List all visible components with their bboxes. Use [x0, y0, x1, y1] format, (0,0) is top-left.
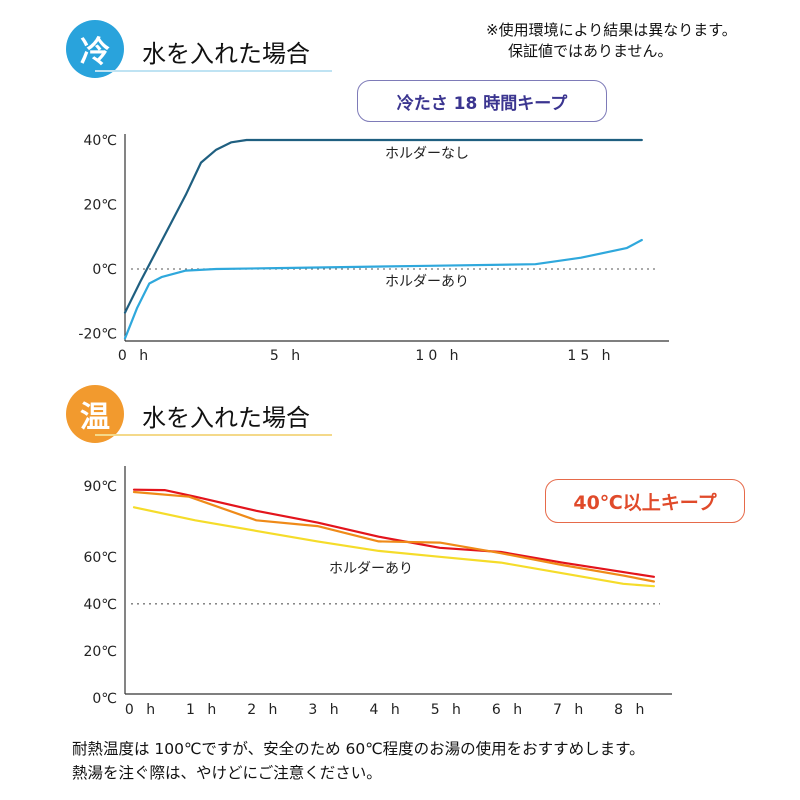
x-tick-label: 5 h: [270, 348, 304, 364]
series-line-2: [132, 490, 656, 583]
x-tick-label: 0 h: [118, 348, 152, 364]
x-tick-label: 7 h: [553, 702, 587, 718]
y-tick-label: 0℃: [92, 691, 117, 707]
series-line-2: [123, 238, 643, 340]
y-tick-label: 20℃: [83, 198, 117, 214]
x-tick-label: 4 h: [370, 702, 404, 718]
disclaimer-line-1: ※使用環境により結果は異なります。: [486, 21, 737, 39]
x-tick-label: 8 h: [614, 702, 648, 718]
x-tick-label: 5 h: [431, 702, 465, 718]
x-tick-label: 6 h: [492, 702, 526, 718]
x-tick-label: 10 h: [415, 348, 462, 364]
disclaimer-note: ※使用環境により結果は異なります。 保証値ではありません。: [486, 20, 737, 62]
annotation-with-holder: ホルダーあり: [329, 561, 413, 577]
cold-title-underline: [95, 70, 332, 72]
y-tick-label: 20℃: [83, 644, 117, 660]
cold-section-title: 水を入れた場合: [142, 40, 310, 68]
y-tick-label: 40℃: [83, 597, 117, 613]
footer-note: 耐熱温度は 100℃ですが、安全のため 60℃程度のお湯の使用をおすすめします。…: [72, 737, 645, 785]
hot-badge: 温: [66, 385, 124, 443]
x-tick-label: 15 h: [567, 348, 614, 364]
cold-keep-pill: 冷たさ 18 時間キープ: [357, 80, 607, 122]
series-line-1: [132, 488, 656, 578]
footer-line-2: 熱湯を注ぐ際は、やけどにご注意ください。: [72, 764, 382, 782]
hot-section-title: 水を入れた場合: [142, 404, 310, 432]
x-tick-label: 2 h: [247, 702, 281, 718]
hot-title-underline: [95, 434, 332, 436]
series-label-with-holder: ホルダーあり: [385, 274, 469, 290]
footer-line-1: 耐熱温度は 100℃ですが、安全のため 60℃程度のお湯の使用をおすすめします。: [72, 740, 645, 758]
disclaimer-line-2: 保証値ではありません。: [508, 42, 673, 60]
hot-keep-pill: 40℃以上キープ: [545, 479, 745, 523]
y-tick-label: 40℃: [83, 133, 117, 149]
series-label-no-holder: ホルダーなし: [385, 146, 469, 162]
y-tick-label: 90℃: [83, 479, 117, 495]
x-tick-label: 0 h: [125, 702, 159, 718]
series-line-1: [123, 138, 643, 314]
y-tick-label: 60℃: [83, 550, 117, 566]
series-line-3: [132, 506, 656, 588]
y-tick-label: 0℃: [92, 262, 117, 278]
cold-badge: 冷: [66, 20, 124, 78]
x-tick-label: 1 h: [186, 702, 220, 718]
y-tick-label: -20℃: [78, 327, 117, 343]
x-tick-label: 3 h: [308, 702, 342, 718]
